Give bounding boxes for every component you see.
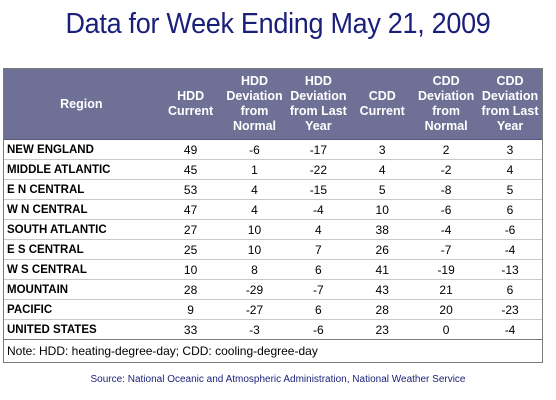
header-cdd-deviation-normal: CDD Deviation from Normal — [414, 69, 479, 140]
value-cell: 5 — [478, 179, 542, 200]
value-cell: -2 — [414, 159, 479, 180]
header-hdd-current: HDD Current — [158, 69, 223, 140]
value-cell: 10 — [222, 239, 287, 260]
value-cell: 47 — [158, 199, 223, 220]
value-cell: 49 — [158, 139, 223, 160]
value-cell: 10 — [222, 219, 287, 240]
value-cell: 1 — [222, 159, 287, 180]
value-cell: 10 — [158, 259, 223, 280]
value-cell: 7 — [286, 239, 351, 260]
table-row: MOUNTAIN 28 -29 -7 43 21 6 — [4, 279, 542, 300]
value-cell: 4 — [350, 159, 415, 180]
table-row: NEW ENGLAND 49 -6 -17 3 2 3 — [4, 139, 542, 160]
value-cell: 20 — [414, 299, 479, 320]
value-cell: 2 — [414, 139, 479, 160]
region-cell: PACIFIC — [4, 299, 159, 320]
region-cell: MIDDLE ATLANTIC — [4, 159, 159, 180]
value-cell: 10 — [350, 199, 415, 220]
value-cell: 25 — [158, 239, 223, 260]
value-cell: 38 — [350, 219, 415, 240]
table-header-row: Region HDD Current HDD Deviation from No… — [4, 69, 542, 140]
region-cell: SOUTH ATLANTIC — [4, 219, 159, 240]
value-cell: -3 — [222, 319, 287, 340]
table-row: SOUTH ATLANTIC 27 10 4 38 -4 -6 — [4, 219, 542, 240]
value-cell: 6 — [286, 299, 351, 320]
value-cell: 27 — [158, 219, 223, 240]
value-cell: 3 — [350, 139, 415, 160]
value-cell: 9 — [158, 299, 223, 320]
value-cell: -7 — [414, 239, 479, 260]
header-hdd-deviation-normal: HDD Deviation from Normal — [222, 69, 287, 140]
table-row: E N CENTRAL 53 4 -15 5 -8 5 — [4, 179, 542, 200]
value-cell: -15 — [286, 179, 351, 200]
table-row: MIDDLE ATLANTIC 45 1 -22 4 -2 4 — [4, 159, 542, 180]
degree-day-table: Region HDD Current HDD Deviation from No… — [4, 69, 542, 340]
header-region: Region — [4, 69, 159, 140]
value-cell: -23 — [478, 299, 542, 320]
value-cell: -4 — [414, 219, 479, 240]
value-cell: -6 — [478, 219, 542, 240]
table-body: NEW ENGLAND 49 -6 -17 3 2 3 MIDDLE ATLANTIC 45 1-… — [4, 139, 542, 340]
value-cell: 45 — [158, 159, 223, 180]
table-row: PACIFIC 9 -27 6 28 20 -23 — [4, 299, 542, 320]
region-cell: MOUNTAIN — [4, 279, 159, 300]
value-cell: 6 — [478, 279, 542, 300]
value-cell: -19 — [414, 259, 479, 280]
source-credit: Source: National Oceanic and Atmospheric… — [90, 374, 466, 385]
value-cell: -22 — [286, 159, 351, 180]
value-cell: -7 — [286, 279, 351, 300]
region-cell: E S CENTRAL — [4, 239, 159, 260]
value-cell: 6 — [286, 259, 351, 280]
table-row: W S CENTRAL 10 8 6 41 -19 -13 — [4, 259, 542, 280]
region-cell: W N CENTRAL — [4, 199, 159, 220]
data-table-container: Region HDD Current HDD Deviation from No… — [3, 68, 543, 363]
value-cell: 26 — [350, 239, 415, 260]
value-cell: 53 — [158, 179, 223, 200]
value-cell: 3 — [478, 139, 542, 160]
value-cell: 4 — [478, 159, 542, 180]
value-cell: -29 — [222, 279, 287, 300]
table-row: E S CENTRAL 25 10 7 26 -7 -4 — [4, 239, 542, 260]
table-note: Note: HDD: heating-degree-day; CDD: cool… — [7, 344, 318, 358]
value-cell: 41 — [350, 259, 415, 280]
value-cell: -6 — [414, 199, 479, 220]
value-cell: 5 — [350, 179, 415, 200]
value-cell: -8 — [414, 179, 479, 200]
value-cell: 0 — [414, 319, 479, 340]
value-cell: 28 — [350, 299, 415, 320]
value-cell: -27 — [222, 299, 287, 320]
region-cell: UNITED STATES — [4, 319, 159, 340]
value-cell: -4 — [478, 239, 542, 260]
value-cell: 4 — [286, 219, 351, 240]
value-cell: -4 — [286, 199, 351, 220]
value-cell: -6 — [222, 139, 287, 160]
value-cell: 6 — [478, 199, 542, 220]
value-cell: 8 — [222, 259, 287, 280]
value-cell: 23 — [350, 319, 415, 340]
value-cell: -17 — [286, 139, 351, 160]
header-cdd-deviation-last-year: CDD Deviation from Last Year — [478, 69, 542, 140]
table-row: W N CENTRAL 47 4 -4 10 -6 6 — [4, 199, 542, 220]
region-cell: E N CENTRAL — [4, 179, 159, 200]
value-cell: 33 — [158, 319, 223, 340]
value-cell: -6 — [286, 319, 351, 340]
value-cell: -13 — [478, 259, 542, 280]
value-cell: 4 — [222, 179, 287, 200]
value-cell: -4 — [478, 319, 542, 340]
header-hdd-deviation-last-year: HDD Deviation from Last Year — [286, 69, 351, 140]
region-cell: NEW ENGLAND — [4, 139, 159, 160]
page-title: Data for Week Ending May 21, 2009 — [65, 8, 491, 40]
region-cell: W S CENTRAL — [4, 259, 159, 280]
value-cell: 28 — [158, 279, 223, 300]
value-cell: 43 — [350, 279, 415, 300]
value-cell: 4 — [222, 199, 287, 220]
header-cdd-current: CDD Current — [350, 69, 415, 140]
value-cell: 21 — [414, 279, 479, 300]
table-row: UNITED STATES 33 -3 -6 23 0 -4 — [4, 319, 542, 340]
